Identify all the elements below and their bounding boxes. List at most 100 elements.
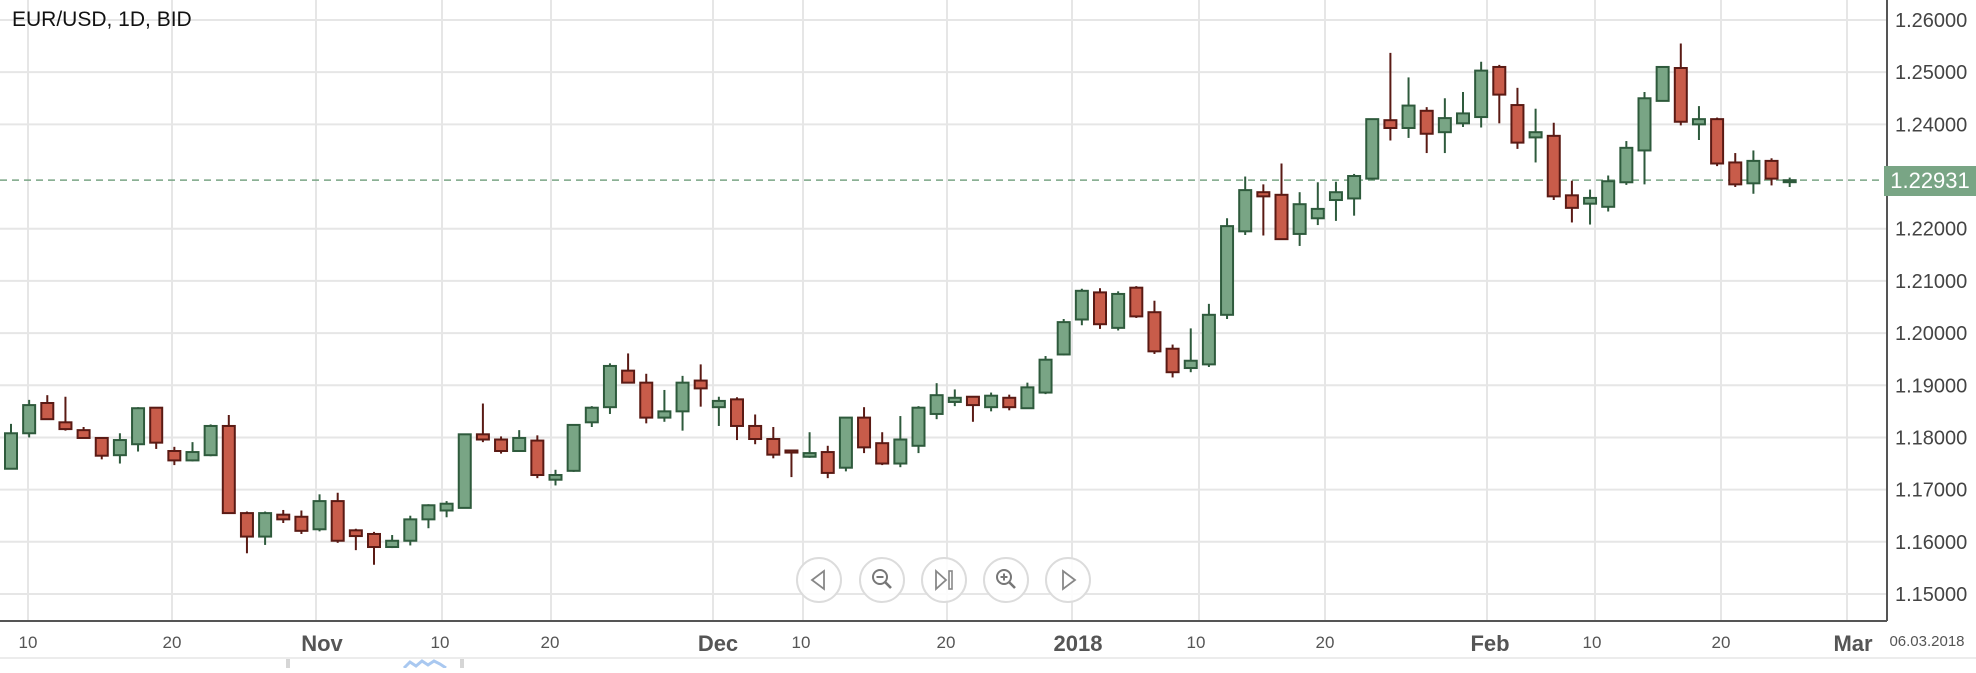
zoom-in-button[interactable] bbox=[983, 557, 1029, 603]
x-tick-label: 10 bbox=[1583, 633, 1602, 652]
candle-down bbox=[1764, 158, 1779, 186]
y-tick-label: 1.18000 bbox=[1895, 427, 1967, 449]
candle-up bbox=[1655, 65, 1670, 102]
candle-up bbox=[258, 511, 273, 545]
candle-down bbox=[348, 528, 363, 551]
candle-down bbox=[494, 436, 509, 454]
candle-down bbox=[330, 492, 345, 543]
navigator-handle-right[interactable] bbox=[460, 659, 464, 668]
candle-up bbox=[185, 442, 200, 462]
candle-down bbox=[820, 445, 835, 479]
scroll-left-button[interactable] bbox=[796, 557, 842, 603]
candle-up bbox=[893, 416, 908, 468]
x-tick-label: Nov bbox=[301, 631, 343, 656]
zoom-out-icon bbox=[872, 569, 892, 589]
candle-down bbox=[367, 531, 381, 565]
candle-up bbox=[602, 363, 617, 414]
x-tick-label: Mar bbox=[1833, 631, 1873, 656]
candle-up bbox=[838, 416, 853, 472]
triangle-left-icon bbox=[810, 569, 825, 591]
candle-up bbox=[1020, 382, 1035, 410]
candle-down bbox=[693, 364, 708, 407]
candle-up bbox=[22, 399, 37, 438]
candle-down bbox=[1274, 163, 1289, 241]
candle-down bbox=[1728, 153, 1743, 187]
x-tick-label: 20 bbox=[541, 633, 560, 652]
candle-up bbox=[203, 424, 218, 457]
candle-down bbox=[475, 403, 490, 443]
candle-up bbox=[584, 406, 599, 428]
y-tick-label: 1.17000 bbox=[1895, 480, 1967, 502]
candle-down bbox=[276, 509, 291, 524]
candle-up bbox=[984, 392, 999, 412]
candle-up bbox=[1074, 288, 1089, 326]
chart-title: EUR/USD, 1D, BID bbox=[12, 8, 192, 31]
y-tick-label: 1.16000 bbox=[1895, 532, 1967, 554]
y-tick-label: 1.20000 bbox=[1895, 323, 1967, 345]
candle-up bbox=[1401, 77, 1416, 138]
candle-up bbox=[711, 396, 726, 426]
x-axis-labels: 10 20 Nov 10 20 Dec 10 20 2018 10 20 Feb 10 20 Mar bbox=[19, 631, 1873, 656]
candle-up bbox=[1220, 218, 1235, 319]
candle-up bbox=[1328, 181, 1343, 221]
candle-up bbox=[1292, 192, 1307, 246]
candle-down bbox=[1002, 394, 1017, 411]
candle-down bbox=[1546, 122, 1561, 201]
x-tick-label: 10 bbox=[19, 633, 38, 652]
candle-down bbox=[530, 435, 545, 479]
candle-up bbox=[1347, 173, 1362, 216]
triangle-right-icon bbox=[1062, 569, 1077, 591]
x-tick-label: 10 bbox=[1187, 633, 1206, 652]
candle-up bbox=[1038, 356, 1053, 395]
candle-up bbox=[1528, 108, 1543, 163]
x-tick-label: Feb bbox=[1470, 631, 1509, 656]
candle-down bbox=[748, 414, 763, 445]
candle-down bbox=[875, 432, 890, 466]
candle-down bbox=[294, 510, 309, 534]
candle-down bbox=[639, 373, 654, 424]
x-tick-label: 20 bbox=[937, 633, 956, 652]
horizontal-gridlines bbox=[0, 19, 1887, 595]
y-tick-label: 1.19000 bbox=[1895, 375, 1967, 397]
candle-up bbox=[385, 535, 400, 549]
candle-down bbox=[1147, 300, 1162, 354]
candle-up bbox=[1238, 176, 1253, 235]
candle-down bbox=[76, 427, 91, 439]
candle-up bbox=[1691, 106, 1706, 141]
x-tick-label: 20 bbox=[1316, 633, 1335, 652]
candle-down bbox=[857, 407, 872, 454]
zoom-in-icon bbox=[996, 569, 1016, 589]
navigator-handle-left[interactable] bbox=[286, 659, 290, 668]
candles bbox=[4, 43, 1797, 565]
candle-down bbox=[1510, 87, 1525, 149]
candle-up bbox=[1782, 177, 1797, 187]
candle-down bbox=[239, 511, 254, 554]
candle-up bbox=[1056, 318, 1071, 356]
y-tick-label: 1.21000 bbox=[1895, 271, 1967, 293]
x-tick-label: 2018 bbox=[1054, 631, 1103, 656]
candle-down bbox=[58, 396, 73, 431]
go-to-latest-button[interactable] bbox=[921, 557, 967, 603]
candle-down bbox=[965, 395, 980, 422]
candle-up bbox=[675, 375, 690, 431]
y-tick-label: 1.15000 bbox=[1895, 584, 1967, 606]
candle-down bbox=[1256, 184, 1271, 236]
candle-up bbox=[548, 469, 563, 486]
zoom-out-button[interactable] bbox=[859, 557, 905, 603]
candle-down bbox=[1564, 180, 1579, 223]
candle-up bbox=[512, 430, 527, 453]
candle-down bbox=[40, 395, 55, 421]
x-tick-label: 10 bbox=[792, 633, 811, 652]
scroll-right-button[interactable] bbox=[1045, 557, 1091, 603]
candle-up bbox=[421, 504, 436, 529]
candle-down bbox=[167, 446, 182, 466]
candle-up bbox=[1601, 175, 1616, 212]
candle-down bbox=[784, 449, 799, 478]
candle-up bbox=[4, 423, 18, 470]
candle-down bbox=[1673, 43, 1688, 126]
candle-up bbox=[312, 494, 327, 532]
candle-up bbox=[1365, 118, 1380, 180]
x-tick-label: Dec bbox=[698, 631, 738, 656]
